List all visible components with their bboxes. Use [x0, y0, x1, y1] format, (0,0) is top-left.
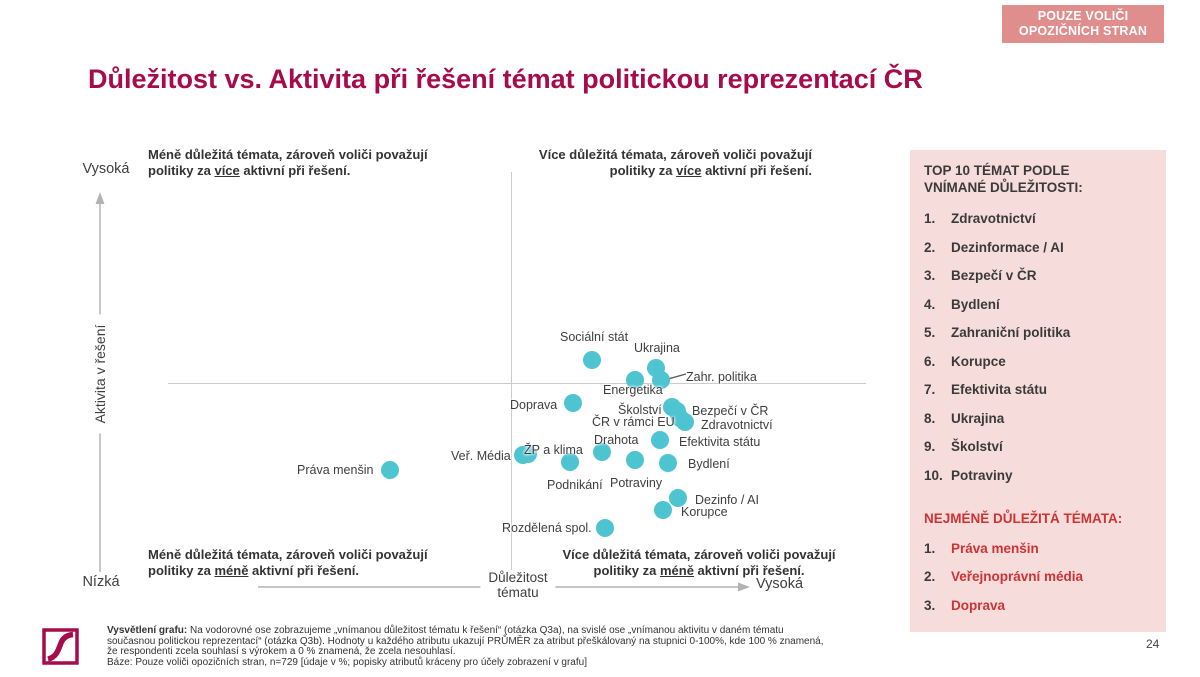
quadrant-caption-top-right: Více důležitá témata, zároveň voliči pov… [538, 147, 812, 178]
top10-item: 10. Potraviny [924, 467, 1013, 483]
data-point [652, 371, 670, 389]
data-point [676, 413, 694, 431]
data-point-label: Potraviny [610, 476, 663, 490]
data-point [381, 461, 399, 479]
data-point-label: Bezpečí v ČR [692, 404, 769, 418]
data-point-label: Energetika [603, 383, 663, 397]
top10-list: 1. Zdravotnictví 2. Dezinformace / AI 3. Bezp… [924, 210, 1156, 484]
base-note: Báze: Pouze voliči opozičních stran, n=7… [107, 656, 587, 668]
data-point-label: ČR v rámci EU [592, 415, 675, 429]
top10-item: 5. Zahraniční politika [924, 325, 1071, 340]
top10-item: 2. Dezinformace / AI [924, 239, 1064, 255]
data-point [654, 501, 672, 519]
top10-panel: TOP 10 TÉMAT PODLE VNÍMANÉ DŮLEŽITOSTI: … [910, 150, 1166, 632]
horizontal-gridline [168, 383, 866, 384]
least-important-title: NEJMÉNĚ DŮLEŽITÁ TÉMATA: [924, 510, 1123, 526]
data-point-label: Doprava [510, 398, 558, 412]
data-point-label: Ukrajina [634, 341, 680, 355]
data-point-label: Zdravotnictví [701, 418, 773, 432]
data-point [583, 351, 601, 369]
y-axis-bottom-label: Nízká [82, 574, 120, 590]
data-point [593, 443, 611, 461]
chart-explanation: Vysvětlení grafu: Na vodorovné ose zobra… [107, 625, 824, 668]
data-point-label: Sociální stát [560, 330, 629, 344]
data-point-label: Drahota [594, 433, 639, 447]
explanation-label: Vysvětlení grafu: [107, 625, 188, 636]
badge-line-2: OPOZIČNÍCH STRAN [1018, 24, 1148, 38]
page-title: Důležitost vs. Aktivita při řešení témat… [88, 64, 923, 94]
data-point [561, 453, 579, 471]
top10-item: 3. Bezpečí v ČR [924, 268, 1037, 283]
data-point-label: ŽP a klima [524, 443, 583, 457]
data-point-label: Dezinfo / AI [695, 493, 759, 507]
y-axis-title: Aktivita v řešení [89, 314, 111, 434]
data-point-label: Efektivita státu [679, 435, 761, 449]
y-axis-top-label: Vysoká [82, 161, 130, 177]
quadrant-caption-bottom-left: Méně důležitá témata, zároveň voliči pov… [148, 547, 428, 578]
top10-item: 4. Bydlení [924, 296, 1000, 312]
audience-badge: POUZE VOLIČI OPOZIČNÍCH STRAN [1002, 5, 1164, 43]
x-axis-right-label: Vysoká [756, 576, 804, 592]
data-point-label: Podnikání [547, 478, 603, 492]
data-point [514, 446, 532, 464]
least-important-item: 2. Veřejnoprávní média [924, 569, 1084, 584]
data-point-label: Veř. Média [451, 449, 511, 463]
data-point-label: Práva menšin [297, 463, 374, 477]
top10-item: 8. Ukrajina [924, 410, 1005, 426]
data-point-label: Školství [618, 403, 662, 417]
data-point [626, 451, 644, 469]
data-point [651, 431, 669, 449]
data-point-label: Rozdělená spol. [502, 521, 592, 535]
top10-item: 6. Korupce [924, 353, 1006, 369]
x-axis-title: Důležitost tématu [480, 569, 556, 601]
vertical-gridline [511, 172, 512, 570]
data-point [626, 371, 644, 389]
data-point [564, 394, 582, 412]
least-important-list: 1. Práva menšin 2. Veřejnoprávní média 3. Dop… [924, 540, 1156, 614]
data-point [669, 489, 687, 507]
plot-area: Sociální stát Ukrajina Zahr. politika Energ… [168, 172, 866, 570]
top10-item: 9. Školství [924, 439, 1003, 454]
x-axis-title-line-2: tématu [497, 585, 539, 600]
badge-line-1: POUZE VOLIČI [1037, 9, 1129, 23]
top10-panel-title: TOP 10 TÉMAT PODLE VNÍMANÉ DŮLEŽITOSTI: [924, 163, 1083, 195]
page-number: 24 [1146, 637, 1160, 651]
agency-logo [42, 628, 79, 665]
x-axis-title-line-1: Důležitost [488, 570, 548, 585]
top10-item: 1. Zdravotnictví [924, 211, 1036, 226]
data-point [596, 519, 614, 537]
quadrant-caption-bottom-right: Více důležitá témata, zároveň voliči pov… [562, 547, 836, 578]
quadrant-caption-top-left: Méně důležitá témata, zároveň voliči pov… [148, 147, 428, 178]
top10-item: 7. Efektivita státu [924, 382, 1048, 397]
data-point-label: Korupce [681, 505, 728, 519]
zahr-politika-connector [667, 373, 687, 380]
least-important-item: 1. Práva menšin [924, 540, 1039, 556]
data-point-label: Zahr. politika [686, 370, 757, 384]
data-point-label: Bydlení [688, 457, 730, 471]
least-important-item: 3. Doprava [924, 597, 1006, 613]
data-point [659, 454, 677, 472]
